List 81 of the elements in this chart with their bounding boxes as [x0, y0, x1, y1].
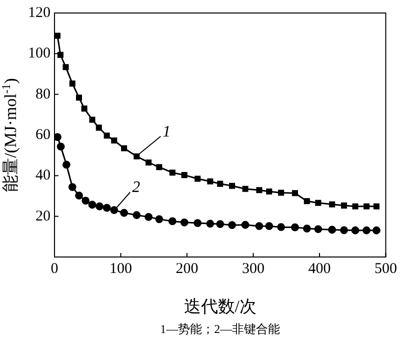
point [328, 226, 336, 234]
x-tick-label: 100 [110, 260, 132, 277]
point [351, 226, 360, 234]
point [242, 186, 248, 192]
point [56, 142, 65, 151]
y-axis-title: 能量/(MJ·mol-1) [0, 78, 20, 192]
point [169, 170, 176, 176]
point [81, 106, 88, 112]
point [96, 124, 102, 131]
point [314, 225, 322, 234]
point [88, 200, 96, 209]
annotation: 1 [162, 123, 171, 140]
point [278, 190, 284, 196]
y-tick-label: 40 [36, 168, 50, 184]
text: 1—势能；2—非键合能 [160, 322, 280, 336]
point [364, 203, 370, 210]
point [156, 164, 162, 170]
point [302, 224, 311, 232]
point [194, 219, 202, 227]
x-tick-label: 300 [242, 260, 264, 277]
point [315, 200, 322, 206]
x-tick-label: 0 [50, 260, 58, 277]
point [194, 176, 201, 182]
point [69, 80, 76, 87]
point [362, 226, 370, 234]
point [76, 94, 82, 101]
x-axis-title: 迭代数/次 [184, 297, 256, 316]
point [134, 153, 140, 160]
point [207, 178, 214, 184]
point [75, 192, 83, 200]
point [229, 182, 236, 189]
y-tick-label: 20 [36, 208, 50, 224]
point [102, 204, 111, 212]
point [54, 32, 60, 39]
point [96, 202, 104, 210]
annotation: 2 [132, 179, 140, 196]
point [341, 202, 348, 209]
point [291, 223, 299, 232]
point [372, 226, 380, 234]
point [89, 116, 96, 123]
point [120, 208, 128, 217]
x-tick-label: 400 [308, 260, 331, 277]
point [111, 137, 118, 144]
point [180, 218, 188, 226]
point [57, 52, 64, 58]
point [54, 133, 62, 141]
y-tick-label: 100 [28, 46, 50, 62]
point [104, 132, 110, 139]
point [132, 211, 141, 220]
point [352, 203, 358, 210]
point [62, 160, 70, 169]
point [340, 226, 348, 234]
point [168, 217, 176, 226]
y-tick-label: 60 [36, 126, 50, 143]
point [144, 212, 153, 221]
point [266, 188, 272, 195]
point [265, 222, 274, 230]
point [216, 220, 224, 228]
point [304, 198, 310, 204]
point [121, 145, 128, 152]
point [277, 223, 286, 232]
point [241, 220, 250, 229]
point [68, 183, 76, 192]
point [228, 221, 236, 230]
point [206, 220, 214, 228]
point [255, 222, 264, 230]
point [373, 203, 380, 210]
x-tick-label: 200 [176, 260, 198, 277]
point [256, 187, 262, 194]
point [217, 180, 224, 187]
point [146, 159, 152, 166]
y-tick-label: 80 [36, 86, 50, 102]
point [110, 206, 118, 214]
x-tick-label: 500 [374, 260, 397, 277]
point [155, 215, 164, 224]
point [62, 64, 69, 70]
point [181, 172, 188, 178]
point [329, 201, 336, 208]
point [292, 190, 298, 196]
point [82, 196, 90, 205]
y-tick-label: 120 [28, 4, 50, 21]
